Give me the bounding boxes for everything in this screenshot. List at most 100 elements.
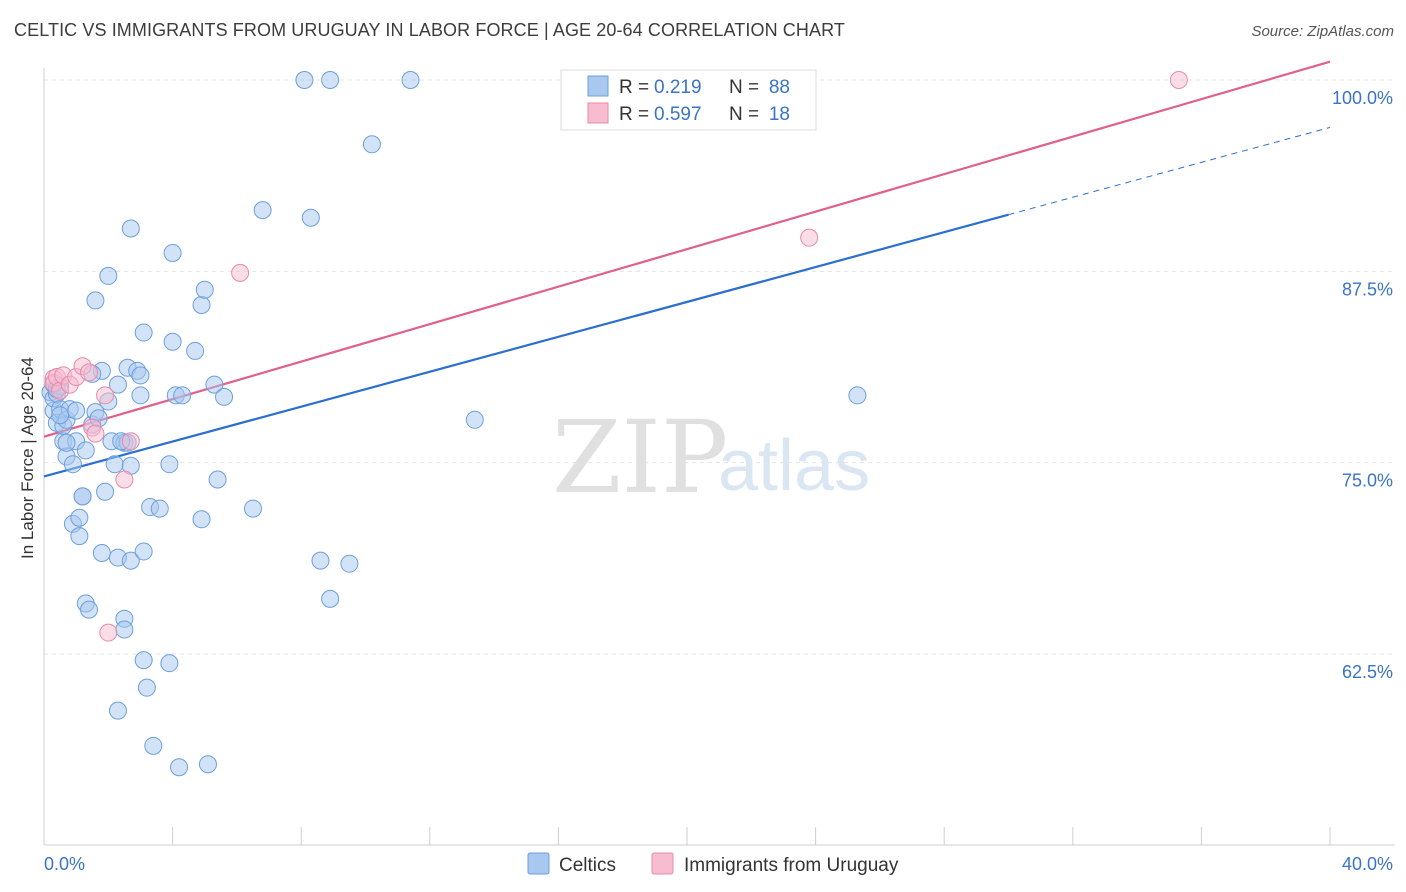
point-0-75 — [321, 71, 340, 89]
point-0-19 — [73, 487, 92, 506]
legend-swatch-0 — [587, 75, 609, 97]
legend-series-swatch-0 — [527, 852, 550, 875]
point-1-10 — [86, 424, 105, 443]
data-points — [41, 71, 1188, 777]
point-0-57 — [163, 243, 182, 262]
point-0-78 — [362, 135, 381, 154]
watermark-atlas: atlas — [718, 426, 870, 506]
point-0-47 — [131, 366, 150, 385]
point-0-67 — [205, 375, 224, 394]
point-0-73 — [301, 208, 320, 227]
point-0-29 — [96, 482, 115, 501]
point-1-16 — [800, 228, 819, 247]
point-0-61 — [173, 386, 192, 405]
point-0-70 — [243, 499, 262, 518]
point-0-58 — [163, 332, 182, 351]
point-0-54 — [150, 499, 169, 518]
point-0-44 — [121, 219, 140, 238]
point-0-62 — [186, 341, 205, 360]
legend-swatch-1 — [587, 102, 609, 124]
point-0-43 — [121, 551, 140, 570]
point-0-16 — [70, 527, 89, 546]
legend-series: Celtics Immigrants from Uruguay — [527, 852, 899, 876]
y-tick-label-1: 75.0% — [1342, 471, 1393, 491]
trendline-1 — [43, 60, 1331, 438]
point-0-17 — [70, 508, 89, 527]
point-0-64 — [192, 296, 211, 315]
point-0-86 — [57, 433, 76, 452]
point-0-60 — [170, 758, 189, 777]
y-tick-label-2: 87.5% — [1342, 279, 1393, 299]
source-label: Source: ZipAtlas.com — [1251, 23, 1394, 40]
legend-n-value-0: 88 — [769, 77, 790, 98]
point-0-77 — [340, 554, 359, 573]
point-0-81 — [848, 386, 867, 405]
point-0-63 — [192, 510, 211, 529]
point-0-28 — [92, 543, 111, 562]
legend-r-value-1: 0.597 — [654, 104, 702, 125]
point-0-84 — [67, 401, 86, 420]
legend-n-label-1: N = — [729, 104, 759, 125]
point-1-11 — [96, 386, 115, 405]
point-0-56 — [160, 654, 179, 673]
x-tick-label-0: 0.0% — [44, 854, 85, 874]
point-0-66 — [198, 755, 217, 774]
point-0-39 — [115, 620, 134, 639]
point-0-71 — [253, 201, 272, 220]
point-0-55 — [160, 455, 179, 474]
legend-r-label-0: R = — [619, 77, 649, 98]
axes — [43, 68, 1395, 846]
point-0-65 — [195, 280, 214, 299]
point-0-68 — [208, 470, 227, 489]
point-0-30 — [99, 266, 118, 285]
chart-title: CELTIC VS IMMIGRANTS FROM URUGUAY IN LAB… — [14, 20, 845, 40]
trendlines — [43, 60, 1331, 478]
legend-r-value-0: 0.219 — [654, 77, 702, 98]
y-axis-title: In Labor Force | Age 20-64 — [18, 357, 37, 559]
point-1-12 — [99, 623, 118, 642]
point-0-48 — [134, 323, 153, 342]
point-0-49 — [134, 542, 153, 561]
point-1-8 — [80, 363, 99, 382]
y-tick-label-0: 62.5% — [1342, 662, 1393, 682]
legend-n-label-0: N = — [729, 77, 759, 98]
point-0-76 — [321, 589, 340, 608]
trendline-0 — [43, 213, 1009, 478]
point-0-25 — [86, 291, 105, 310]
point-1-14 — [121, 432, 140, 451]
point-0-36 — [108, 701, 127, 720]
point-0-79 — [401, 71, 420, 89]
watermark-zip: ZIP — [552, 399, 728, 516]
legend-stats: R = 0.219 N = 88 R = 0.597 N = 18 — [560, 69, 817, 131]
legend-series-label-0: Celtics — [559, 855, 616, 876]
y-tick-labels: 62.5% 75.0% 87.5% 100.0% — [1332, 88, 1393, 682]
point-1-13 — [115, 470, 134, 489]
point-0-13 — [63, 455, 82, 474]
legend-series-swatch-1 — [651, 852, 674, 875]
point-0-33 — [105, 455, 124, 474]
y-tick-label-3: 100.0% — [1332, 88, 1393, 108]
point-0-34 — [108, 375, 127, 394]
watermark: ZIP atlas — [552, 399, 870, 516]
point-1-15 — [231, 263, 250, 282]
point-0-83 — [51, 406, 70, 425]
legend-n-value-1: 18 — [769, 104, 790, 125]
x-tick-label-1: 40.0% — [1342, 854, 1393, 874]
point-0-46 — [131, 386, 150, 405]
point-0-74 — [311, 551, 330, 570]
trendline-extension-0 — [1008, 126, 1331, 216]
point-1-17 — [1169, 71, 1188, 89]
gridlines — [44, 79, 1395, 655]
point-0-51 — [137, 678, 156, 697]
point-0-72 — [295, 71, 314, 89]
point-0-69 — [215, 387, 234, 406]
legend-series-label-1: Immigrants from Uruguay — [684, 855, 899, 876]
point-0-22 — [80, 600, 99, 619]
point-0-21 — [76, 441, 95, 460]
point-0-50 — [134, 651, 153, 670]
point-0-80 — [465, 410, 484, 429]
point-0-53 — [144, 736, 163, 755]
legend-r-label-1: R = — [619, 104, 649, 125]
x-tick-labels: 0.0% 40.0% — [44, 854, 1393, 874]
